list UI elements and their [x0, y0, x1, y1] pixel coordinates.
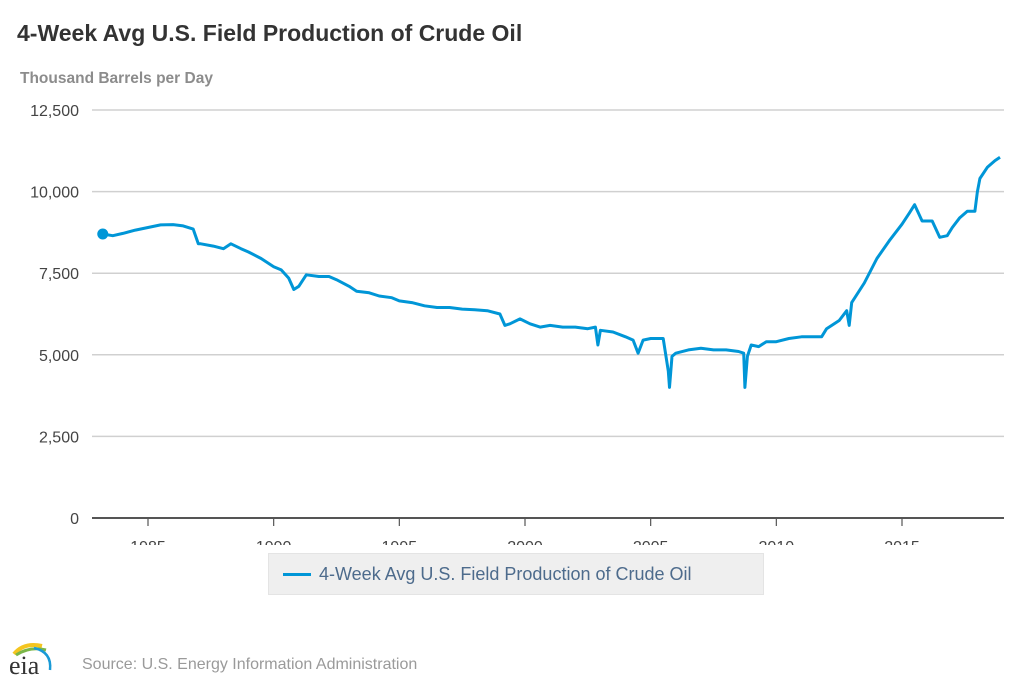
gridlines: [92, 109, 1004, 438]
x-axis: 1985 1990 1995 2000 2005 2010 2015: [92, 517, 1004, 545]
x-tick-label: 2010: [759, 539, 795, 545]
y-tick-label: 2,500: [39, 429, 79, 446]
eia-logo: eia: [8, 640, 64, 680]
logo-text: eia: [9, 651, 40, 678]
y-tick-label: 12,500: [30, 103, 79, 120]
footer: eia Source: U.S. Energy Information Admi…: [8, 640, 418, 680]
x-tick-label: 1995: [382, 539, 418, 545]
legend-label: 4-Week Avg U.S. Field Production of Crud…: [319, 563, 692, 584]
chart-title: 4-Week Avg U.S. Field Production of Crud…: [17, 20, 523, 46]
y-axis-ticks: 0 2,500 5,000 7,500 10,000 12,500: [30, 103, 79, 528]
series-line: [102, 156, 1001, 389]
eia-logo-icon: eia: [9, 643, 52, 680]
line-chart: 0 2,500 5,000 7,500 10,000 12,500 1985 1990 199…: [30, 103, 1004, 545]
source-note: Source: U.S. Energy Information Administ…: [82, 656, 418, 673]
y-tick-label: 10,000: [30, 185, 79, 202]
legend-swatch-icon: [283, 572, 311, 576]
y-tick-label: 0: [70, 511, 79, 528]
series-start-marker: [97, 228, 109, 240]
x-tick-label: 1985: [130, 539, 166, 545]
y-tick-label: 5,000: [39, 348, 79, 365]
x-tick-label: 1990: [256, 539, 292, 545]
x-tick-label: 2005: [633, 539, 669, 545]
legend[interactable]: 4-Week Avg U.S. Field Production of Crud…: [268, 553, 764, 595]
series-group: [97, 156, 1001, 389]
x-tick-label: 2000: [507, 539, 543, 545]
y-axis-unit-label: Thousand Barrels per Day: [20, 70, 213, 87]
x-tick-label: 2015: [884, 539, 920, 545]
y-tick-label: 7,500: [39, 266, 79, 283]
